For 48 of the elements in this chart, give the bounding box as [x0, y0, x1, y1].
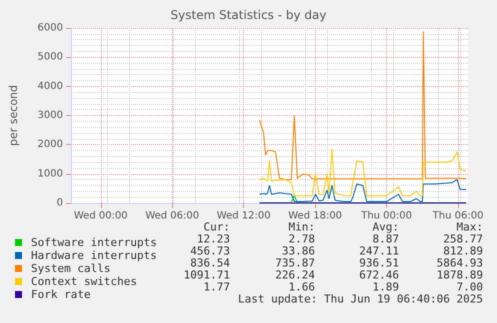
- text: Last update: Thu Jun 19 06:40:06 2025: [238, 292, 483, 306]
- line-series: [259, 148, 467, 196]
- text: 1.77: [204, 280, 230, 294]
- text: 2.78: [288, 232, 315, 246]
- x-tick-label: Thu 00:00: [360, 210, 412, 222]
- text: 33.86: [282, 244, 315, 258]
- text: Avg:: [372, 220, 399, 234]
- text: 812.89: [443, 244, 483, 258]
- text: 8.87: [372, 232, 399, 246]
- text: 1091.71: [184, 268, 230, 282]
- text: 12.23: [196, 232, 230, 246]
- y-tick-label: 2000: [38, 139, 63, 150]
- chart-title: System Statistics - by day: [170, 8, 326, 22]
- x-tick-label: Thu 06:00: [432, 210, 484, 222]
- x-tick-label: Wed 00:00: [74, 210, 128, 222]
- text: 936.51: [359, 256, 399, 270]
- y-tick-label: 3000: [38, 110, 63, 121]
- y-axis-title: per second: [7, 85, 20, 146]
- line-series: [259, 179, 467, 202]
- text: 7.00: [456, 280, 483, 294]
- text: 836.54: [190, 256, 230, 270]
- text: 1.66: [288, 280, 315, 294]
- text: 672.46: [359, 268, 399, 282]
- text: 1.89: [372, 280, 399, 294]
- text: 258.77: [443, 232, 483, 246]
- y-tick-label: 1000: [38, 168, 63, 180]
- y-tick-label: 5000: [38, 52, 63, 63]
- legend-label: Hardware interrupts: [31, 249, 157, 262]
- text: Max:: [456, 220, 483, 234]
- text: 247.11: [359, 244, 399, 258]
- legend-label: System calls: [31, 262, 110, 275]
- legend-label: Context switches: [31, 275, 137, 288]
- x-tick-label: Wed 12:00: [216, 210, 271, 222]
- line-series: [259, 31, 467, 180]
- y-tick-label: 0: [56, 198, 63, 208]
- legend-label: Fork rate: [31, 288, 91, 301]
- x-tick-label: Wed 06:00: [145, 210, 200, 222]
- text: 226.24: [275, 268, 316, 282]
- legend-label: Software interrupts: [31, 236, 157, 249]
- text: 5864.93: [436, 256, 483, 270]
- text: Min:: [288, 220, 315, 234]
- y-tick-label: 4000: [38, 80, 63, 92]
- text: Cur:: [204, 220, 230, 234]
- text: 1878.89: [436, 268, 483, 282]
- x-tick-label: Wed 18:00: [288, 210, 342, 222]
- text: 735.87: [275, 256, 315, 270]
- y-tick-label: 6000: [38, 22, 63, 34]
- text: 456.73: [190, 244, 230, 258]
